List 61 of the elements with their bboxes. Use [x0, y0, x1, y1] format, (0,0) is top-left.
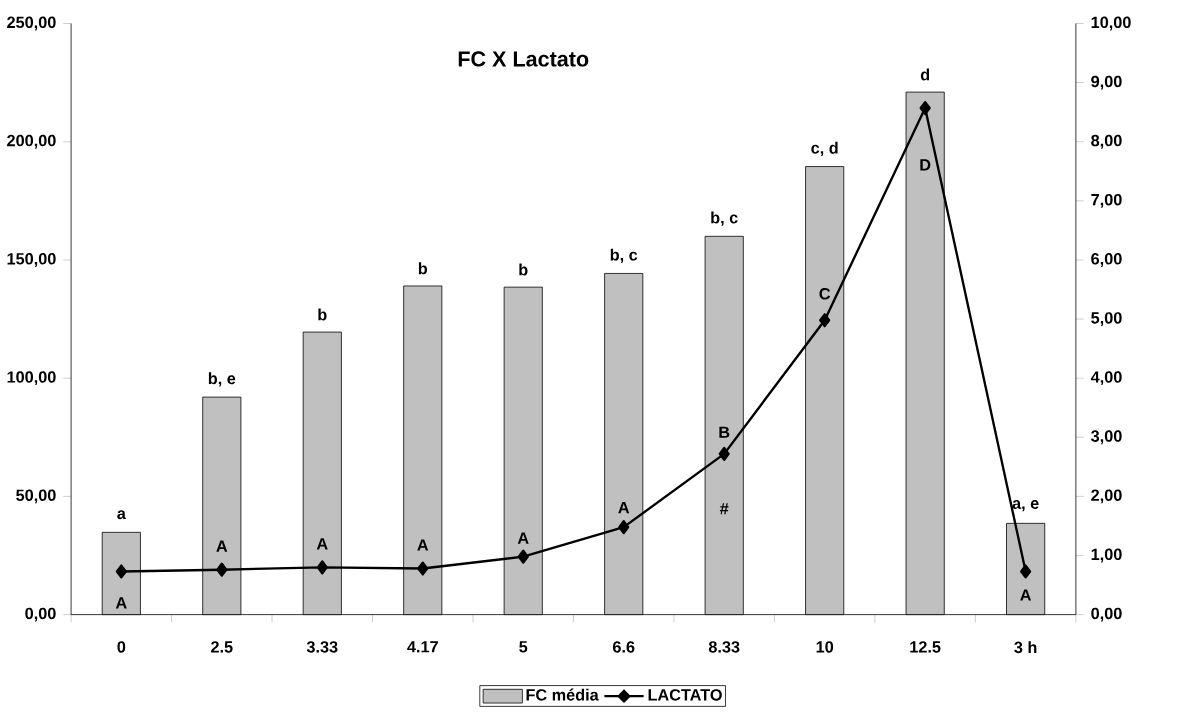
point — [819, 313, 831, 328]
text: FC X Lactato — [458, 51, 589, 67]
y2-tick-label: 6,00 — [1091, 253, 1122, 268]
y2-tick-label: 3,00 — [1091, 430, 1122, 445]
point — [417, 561, 429, 576]
x-tick-label: 5 — [519, 641, 528, 653]
y2-tick-label: 4,00 — [1090, 371, 1122, 386]
y2-tick-label: 2,00 — [1091, 489, 1122, 504]
annotation: b — [519, 263, 528, 276]
point — [618, 520, 630, 535]
y2-tick-label: 1,00 — [1091, 548, 1122, 563]
annotation: b — [418, 262, 428, 275]
x-tick-label: 3.33 — [306, 641, 338, 653]
point — [316, 560, 328, 575]
annotation: b, c — [711, 211, 738, 226]
y2-tick-label: 10,00 — [1091, 16, 1131, 31]
y2-tick-label: 7,00 — [1091, 194, 1122, 208]
annotation: b — [318, 308, 327, 321]
annotation: A — [618, 502, 630, 514]
y-tick-label: 100,00 — [7, 371, 56, 386]
annotation: A — [316, 538, 328, 550]
annotation: A — [417, 539, 429, 551]
y2-tick-label: 0,00 — [1091, 607, 1122, 622]
y-tick-label: 0,00 — [25, 607, 56, 622]
x-tick-label: 3 h — [1014, 641, 1037, 654]
annotation: a, e — [1012, 500, 1039, 512]
x-tick-label: 4.17 — [407, 641, 438, 653]
annotation: A — [517, 532, 529, 544]
y2-tick-label: 5,00 — [1091, 312, 1122, 327]
legend-label: FC média — [526, 688, 599, 701]
x-tick-label: 0 — [117, 641, 126, 653]
annotation: A — [1020, 589, 1032, 601]
x-tick-label: 6.6 — [612, 641, 635, 653]
annotation: B — [719, 426, 730, 439]
x-tick-label: 8.33 — [708, 641, 740, 653]
annotation: A — [216, 540, 228, 552]
x-tick-label: 10 — [816, 641, 834, 653]
point — [517, 549, 529, 564]
point — [1020, 564, 1032, 579]
annotation: A — [115, 597, 127, 609]
y-tick-label: 150,00 — [7, 253, 56, 268]
point — [115, 564, 127, 579]
y-tick-label: 200,00 — [7, 134, 56, 149]
point — [216, 562, 228, 577]
annotation: d — [920, 68, 930, 81]
annotation: D — [920, 159, 931, 171]
x-tick-label: 12.5 — [910, 641, 941, 653]
x-tick-label: 2.5 — [211, 641, 233, 653]
annotation: # — [719, 503, 729, 515]
point — [919, 101, 931, 116]
y-tick-label: 50,00 — [16, 489, 56, 504]
annotation: c, d — [811, 141, 838, 157]
y2-tick-label: 9,00 — [1091, 75, 1122, 90]
annotation: a — [117, 510, 126, 520]
legend-label: LACTATO — [648, 689, 722, 701]
y-tick-label: 250,00 — [7, 16, 56, 31]
annotation: C — [819, 288, 831, 300]
point — [718, 446, 730, 462]
annotation: b, e — [208, 372, 236, 387]
y2-tick-label: 8,00 — [1091, 134, 1122, 149]
annotation: b, c — [610, 248, 638, 264]
